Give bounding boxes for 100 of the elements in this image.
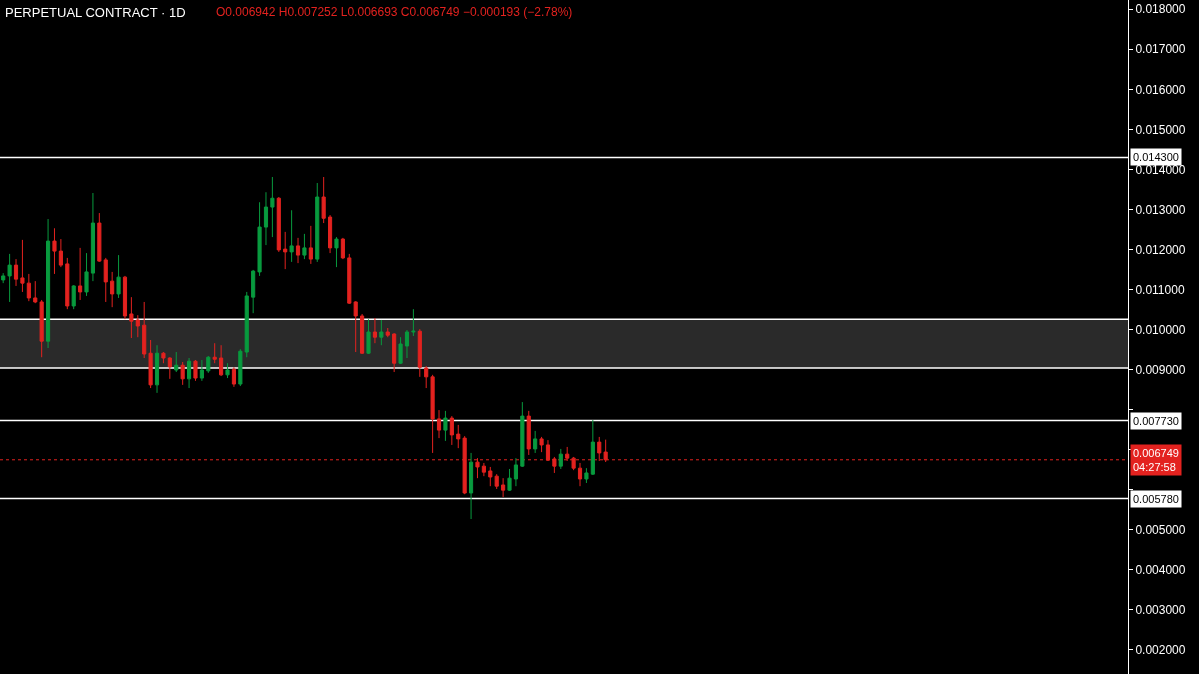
candlestick <box>78 247 83 301</box>
candlestick <box>7 253 12 303</box>
candlestick <box>257 201 262 277</box>
candlestick <box>436 409 442 439</box>
candlestick <box>231 366 236 388</box>
candlestick <box>46 218 51 349</box>
candlestick <box>52 227 57 275</box>
candlestick <box>39 299 44 358</box>
candlestick <box>90 192 95 282</box>
y-tick-label: 0.011000 <box>1135 282 1185 297</box>
candlestick <box>199 359 204 382</box>
candlestick <box>424 365 429 389</box>
candlestick <box>219 344 224 377</box>
candlestick <box>385 327 390 338</box>
candlestick <box>334 236 339 268</box>
candlestick <box>142 301 147 359</box>
candlestick <box>187 357 192 389</box>
candlestick <box>97 212 102 263</box>
candlestick <box>251 269 256 314</box>
candlestick <box>308 225 313 265</box>
candlestick <box>71 284 76 310</box>
candlestick <box>263 191 269 246</box>
candlestick <box>1 272 6 284</box>
candlestick <box>328 214 333 254</box>
candlestick <box>520 401 525 468</box>
y-tick-label: 0.018000 <box>1135 2 1186 17</box>
candlestick <box>289 209 294 263</box>
candlestick <box>58 238 63 268</box>
candlestick <box>135 314 140 338</box>
candlestick <box>315 182 320 263</box>
candlestick <box>539 436 544 453</box>
y-tick-label: 0.014000 <box>1135 162 1186 177</box>
ref-line-label: 0.005780 <box>1133 493 1179 505</box>
candlestick <box>507 468 512 492</box>
candlestick <box>110 271 115 308</box>
candlestick <box>456 424 461 449</box>
candlestick <box>244 291 249 358</box>
candlestick <box>161 351 166 364</box>
candlestick <box>283 231 288 270</box>
y-tick-label: 0.002000 <box>1135 643 1186 658</box>
candlestick <box>340 237 345 260</box>
candlestick <box>577 462 583 487</box>
candlestick <box>193 359 198 382</box>
candlestick <box>469 452 474 520</box>
ref-line-label: 0.007730 <box>1133 415 1179 427</box>
candlestick <box>20 239 25 293</box>
candlestick <box>372 317 377 344</box>
y-tick-label: 0.015000 <box>1135 122 1186 137</box>
y-tick-label: 0.017000 <box>1135 42 1186 57</box>
candlestick <box>411 308 416 337</box>
candlestick <box>417 328 422 378</box>
y-tick-label: 0.016000 <box>1135 82 1186 97</box>
y-tick-label: 0.009000 <box>1135 362 1186 377</box>
ref-line-label: 0.014300 <box>1133 151 1179 163</box>
candlestick <box>129 296 134 339</box>
candlestick <box>590 419 595 476</box>
candlestick <box>533 430 538 454</box>
candlestick <box>84 252 89 297</box>
ref-line-label: 0.006749 04:27:58 <box>1133 447 1179 474</box>
candlestick <box>360 313 365 355</box>
candlestick <box>430 374 435 454</box>
candlestick <box>295 237 301 264</box>
y-tick-label: 0.012000 <box>1135 242 1186 257</box>
candlestick <box>276 196 281 253</box>
candlestick <box>180 361 185 386</box>
candlestick <box>366 318 371 355</box>
candlestick <box>449 415 454 446</box>
y-tick-label: 0.003000 <box>1135 603 1186 618</box>
candlestick <box>103 257 108 303</box>
candlestick <box>584 467 589 484</box>
candlestick <box>526 410 531 456</box>
y-tick-label: 0.013000 <box>1135 202 1186 217</box>
candlestick <box>116 254 121 299</box>
candlestick <box>404 329 410 359</box>
candlestick <box>238 348 243 387</box>
candlestick <box>26 273 31 302</box>
y-tick-label: 0.005000 <box>1135 523 1186 538</box>
candlestick <box>154 344 160 394</box>
candlestick <box>13 258 19 287</box>
candlestick <box>270 176 275 238</box>
candlestick <box>206 355 211 374</box>
candlestick <box>225 362 230 379</box>
candlestick <box>558 448 563 470</box>
candlestick <box>302 233 307 260</box>
candlestick <box>392 332 397 373</box>
candlestick <box>33 280 38 304</box>
candlestick <box>174 351 179 373</box>
candlestick <box>65 257 70 310</box>
candlestick <box>481 462 486 477</box>
candlestick <box>501 477 506 498</box>
chart-subtitle: O0.006942 H0.007252 L0.006693 C0.006749 −0.000193 (−2.78%) <box>216 5 573 19</box>
candlestick <box>513 457 518 487</box>
candlestick <box>122 275 128 320</box>
candlestick <box>545 439 551 462</box>
candlestick <box>443 410 448 442</box>
candlestick <box>379 319 384 346</box>
y-tick-label: 0.010000 <box>1135 322 1186 337</box>
chart-title: PERPETUAL CONTRACT · 1D <box>5 5 186 20</box>
candlestick <box>167 356 172 380</box>
candlestick <box>321 176 326 224</box>
